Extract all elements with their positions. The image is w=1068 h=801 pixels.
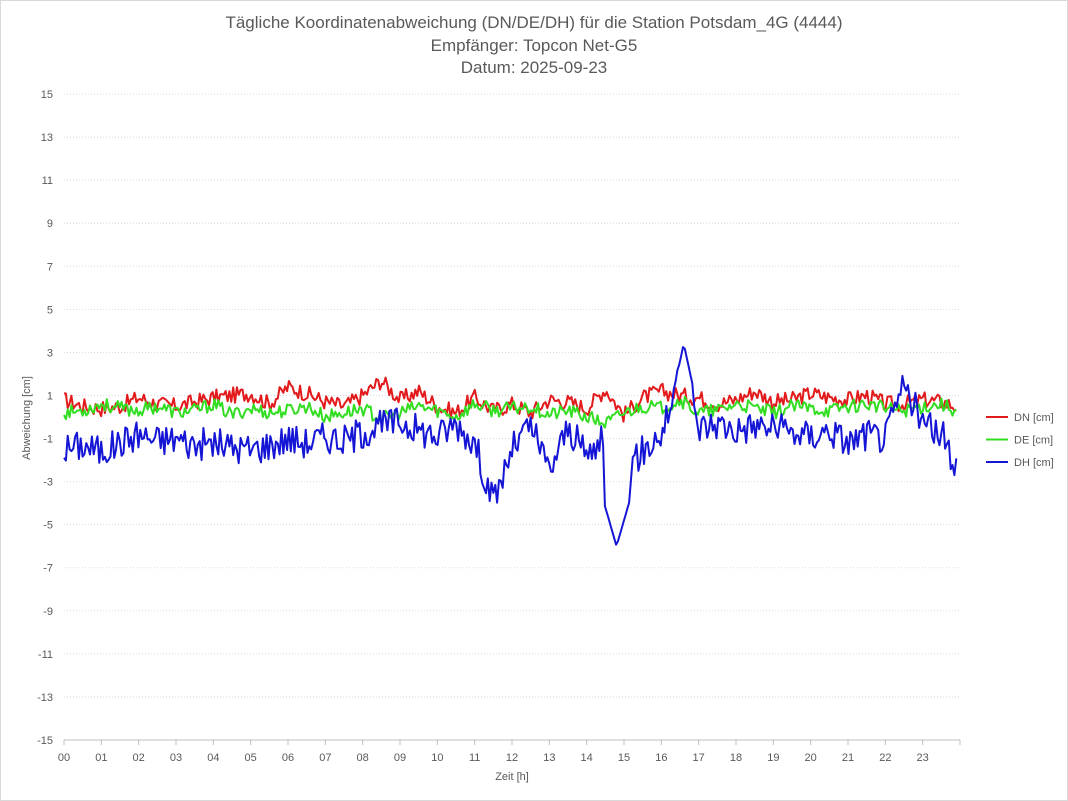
x-tick-label: 04 bbox=[207, 752, 219, 764]
series-line-dh bbox=[63, 346, 958, 546]
x-tick-label: 00 bbox=[58, 752, 70, 764]
series-lines bbox=[63, 346, 958, 546]
x-tick-label: 22 bbox=[879, 752, 891, 764]
y-tick-label: -5 bbox=[43, 520, 53, 532]
chart-title-line-1: Tägliche Koordinatenabweichung (DN/DE/DH… bbox=[225, 13, 842, 32]
y-tick-label: 11 bbox=[42, 175, 53, 187]
y-tick-label: 3 bbox=[47, 347, 53, 359]
x-tick-label: 19 bbox=[767, 752, 779, 764]
x-tick-label: 02 bbox=[133, 752, 145, 764]
y-axis-label: Abweichung [cm] bbox=[21, 376, 33, 460]
x-tick-label: 13 bbox=[543, 752, 555, 764]
series-line-dn bbox=[63, 376, 957, 423]
y-tick-label: -1 bbox=[43, 434, 53, 446]
x-tick-label: 01 bbox=[95, 752, 107, 764]
x-tick-label: 23 bbox=[917, 752, 929, 764]
y-tick-label: -13 bbox=[37, 692, 53, 704]
legend-label: DE [cm] bbox=[1014, 435, 1053, 447]
x-tick-label: 07 bbox=[319, 752, 331, 764]
x-tick-label: 05 bbox=[245, 752, 257, 764]
y-tick-label: -11 bbox=[38, 649, 53, 661]
y-tick-label: 15 bbox=[41, 89, 53, 101]
x-tick-label: 06 bbox=[282, 752, 294, 764]
legend-label: DH [cm] bbox=[1014, 457, 1054, 469]
x-tick-label: 11 bbox=[469, 752, 480, 764]
y-tick-label: 9 bbox=[47, 218, 53, 230]
chart-title-line-3: Datum: 2025-09-23 bbox=[461, 58, 607, 77]
chart-title-line-2: Empfänger: Topcon Net-G5 bbox=[431, 36, 638, 55]
y-tick-label: -9 bbox=[43, 606, 53, 618]
x-tick-label: 09 bbox=[394, 752, 406, 764]
x-tick-label: 16 bbox=[655, 752, 667, 764]
x-tick-label: 18 bbox=[730, 752, 742, 764]
x-tick-label: 12 bbox=[506, 752, 518, 764]
y-tick-labels: 15 13 11 9 7 5 3 1 -1 -3 -5 -7 -9 -11 -13 -15 bbox=[37, 89, 53, 747]
y-tick-label: -3 bbox=[43, 477, 53, 489]
legend: DN [cm] DE [cm] DH [cm] bbox=[986, 412, 1054, 469]
y-tick-label: 5 bbox=[47, 304, 53, 316]
x-tick-label: 21 bbox=[842, 752, 854, 764]
x-tick-label: 10 bbox=[431, 752, 443, 764]
legend-label: DN [cm] bbox=[1014, 412, 1054, 424]
y-tick-label: -7 bbox=[43, 563, 53, 575]
x-tick-labels: 00 01 02 03 04 05 06 07 08 09 10 11 12 13 14 15 16 17 18 19… bbox=[58, 740, 961, 764]
x-tick-label: 17 bbox=[693, 752, 705, 764]
y-tick-label: 13 bbox=[41, 132, 53, 144]
y-tick-label: -15 bbox=[37, 735, 53, 747]
x-tick-label: 15 bbox=[618, 752, 630, 764]
x-tick-label: 08 bbox=[357, 752, 369, 764]
chart-title-group: Tägliche Koordinatenabweichung (DN/DE/DH… bbox=[225, 13, 842, 77]
series-line-de bbox=[63, 395, 957, 429]
y-tick-label: 1 bbox=[47, 390, 53, 402]
x-axis-label: Zeit [h] bbox=[495, 771, 529, 783]
x-tick-label: 14 bbox=[581, 752, 593, 764]
y-tick-label: 7 bbox=[47, 261, 53, 273]
x-tick-label: 20 bbox=[805, 752, 817, 764]
grid-lines bbox=[64, 93, 960, 698]
x-tick-label: 03 bbox=[170, 752, 182, 764]
